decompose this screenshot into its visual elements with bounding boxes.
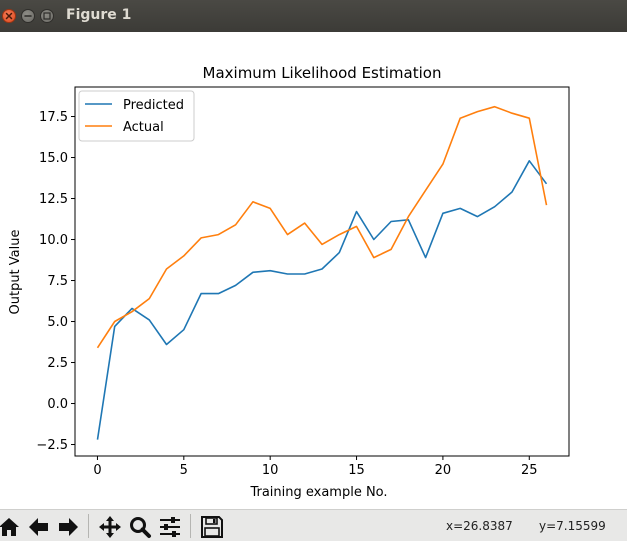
x-tick-label: 10 <box>262 463 279 478</box>
y-tick-label: 15.0 <box>39 151 68 166</box>
y-tick-label: 12.5 <box>39 192 68 207</box>
y-tick-label: 5.0 <box>47 315 68 330</box>
zoom-button[interactable] <box>127 514 153 540</box>
save-button[interactable] <box>199 514 225 540</box>
minimize-icon <box>24 15 32 17</box>
window-close-button[interactable] <box>2 9 16 23</box>
chart-legend: Predicted Actual <box>78 90 195 142</box>
series-line-actual <box>96 105 548 349</box>
close-icon <box>5 12 13 20</box>
home-icon <box>0 518 19 536</box>
configure-subplots-button[interactable] <box>157 514 183 540</box>
y-tick-label: 2.5 <box>47 356 68 371</box>
navigation-toolbar: x=26.8387 y=7.15599 <box>0 509 627 541</box>
y-tick-label: 10.0 <box>39 233 68 248</box>
x-tick-label: 25 <box>521 463 538 478</box>
line-chart[interactable]: 0 5 10 15 20 25 −2.5 0.0 2.5 5.0 7.5 10.0 12.5 15.0 17… <box>0 32 627 509</box>
x-tick-label: 5 <box>180 463 188 478</box>
figure-canvas[interactable]: 0 5 10 15 20 25 −2.5 0.0 2.5 5.0 7.5 10.0 12.5 15.0 17… <box>0 32 627 509</box>
arrow-right-icon <box>59 518 78 536</box>
x-tick-label: 20 <box>435 463 452 478</box>
window-minimize-button[interactable] <box>21 9 35 23</box>
home-button[interactable] <box>0 514 22 540</box>
y-tick-label: 7.5 <box>47 274 68 289</box>
toolbar-separator <box>88 514 89 538</box>
series-line-predicted <box>96 160 548 440</box>
floppy-disk-icon <box>201 516 223 538</box>
cursor-x-readout: x=26.8387 <box>446 519 513 533</box>
window-maximize-button[interactable] <box>40 9 54 23</box>
maximize-icon <box>43 12 51 20</box>
window-title: Figure 1 <box>66 7 132 23</box>
magnifier-icon <box>130 517 151 538</box>
move-icon <box>99 516 121 538</box>
back-button[interactable] <box>26 514 52 540</box>
pan-button[interactable] <box>97 514 123 540</box>
legend-label-predicted: Predicted <box>123 98 184 113</box>
x-tick-label: 15 <box>348 463 365 478</box>
x-axis-label: Training example No. <box>249 485 387 500</box>
chart-title: Maximum Likelihood Estimation <box>203 64 442 82</box>
legend-label-actual: Actual <box>123 120 164 135</box>
y-tick-label: 0.0 <box>47 397 68 412</box>
arrow-left-icon <box>29 518 48 536</box>
toolbar-separator <box>190 514 191 538</box>
cursor-y-readout: y=7.15599 <box>539 519 606 533</box>
x-tick-label: 0 <box>93 463 101 478</box>
y-axis-label: Output Value <box>8 230 23 315</box>
axes-frame <box>74 86 570 457</box>
forward-button[interactable] <box>55 514 81 540</box>
window-titlebar[interactable]: Figure 1 <box>0 0 627 32</box>
y-tick-label: 17.5 <box>39 110 68 125</box>
sliders-icon <box>160 517 180 537</box>
y-tick-label: −2.5 <box>36 438 68 453</box>
